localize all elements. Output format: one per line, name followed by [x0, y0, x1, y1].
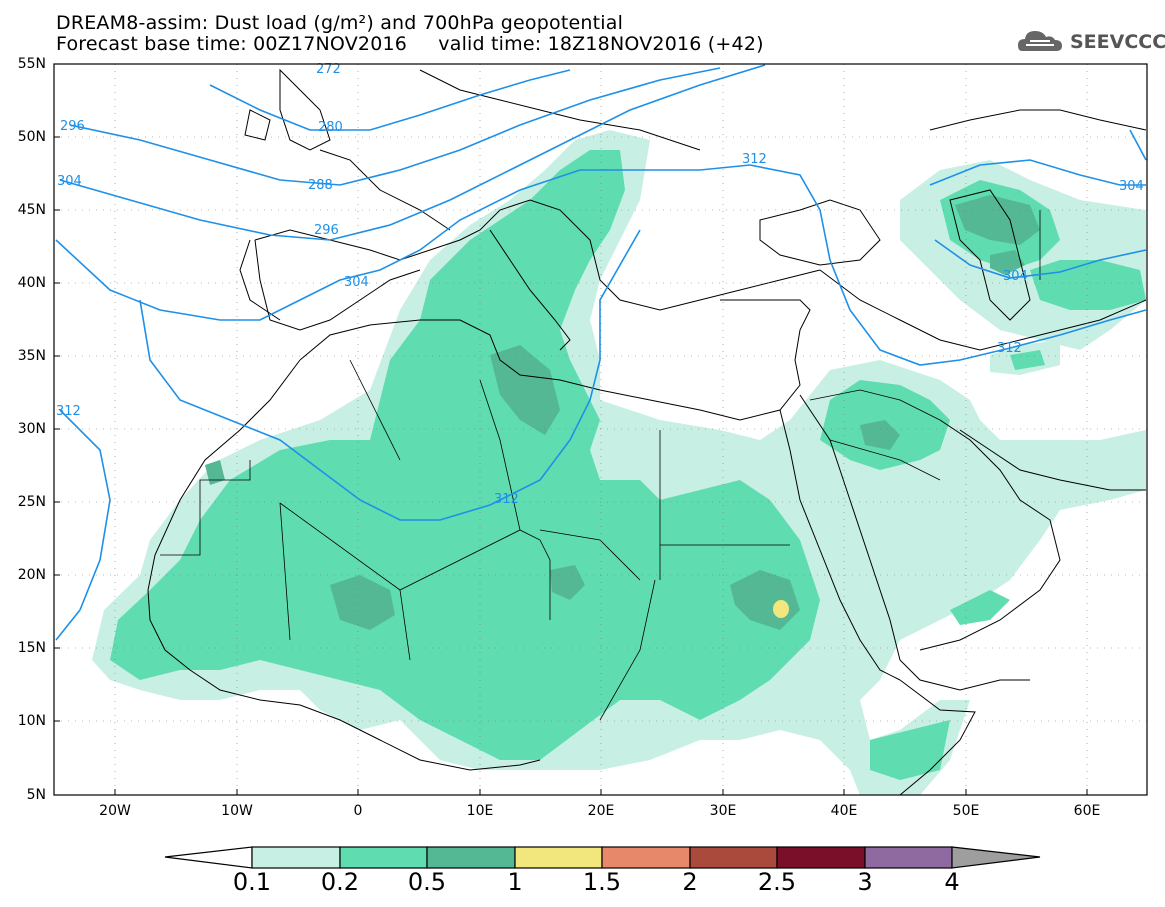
contour-label: 312	[56, 404, 81, 419]
lat-label: 45N	[17, 202, 46, 218]
colorbar-label: 3	[857, 868, 873, 896]
geopotential-contours	[55, 64, 1147, 641]
lat-label: 30N	[17, 421, 46, 437]
gridlines	[54, 64, 1147, 795]
lat-label: 15N	[17, 640, 46, 656]
colorbar-box-6	[689, 846, 778, 869]
lon-label: 10W	[221, 803, 253, 819]
logo-text: SEEVCCC	[1070, 31, 1165, 53]
colorbar-label: 1.5	[582, 868, 622, 896]
lat-label: 50N	[17, 129, 46, 145]
colorbar-box-1	[251, 846, 341, 869]
colorbar-label: 1	[507, 868, 523, 896]
colorbar-over-arrow	[951, 846, 1041, 869]
lon-label: 10E	[466, 803, 494, 819]
lon-label: 60E	[1073, 803, 1101, 819]
dust-level-3	[205, 195, 1040, 630]
colorbar-label: 4	[944, 868, 960, 896]
lon-label: 20E	[587, 803, 615, 819]
colorbar-label: 0.5	[407, 868, 447, 896]
colorbar-box-7	[776, 846, 866, 869]
lat-label: 5N	[26, 787, 46, 803]
contour-label: 272	[316, 62, 341, 77]
lat-label: 10N	[17, 713, 46, 729]
colorbar-box-4	[514, 846, 603, 869]
lon-label: 50E	[952, 803, 980, 819]
contour-label: 296	[60, 119, 85, 134]
contour-label: 312	[742, 152, 767, 167]
colorbar-under-arrow	[164, 846, 253, 869]
lon-label: 40E	[830, 803, 858, 819]
lat-label: 55N	[17, 56, 46, 72]
dust-level-4	[773, 600, 789, 618]
colorbar	[164, 846, 1041, 869]
contour-label: 312	[494, 492, 519, 507]
page-title-line-2: Forecast base time: 00Z17NOV2016 valid t…	[56, 33, 764, 55]
colorbar-label: 0.1	[232, 868, 272, 896]
colorbar-label: 2.5	[757, 868, 797, 896]
lat-label: 35N	[17, 348, 46, 364]
colorbar-label: 2	[682, 868, 698, 896]
cloud-icon	[1018, 31, 1062, 51]
tick-marks	[54, 63, 1088, 795]
colorbar-box-3	[426, 846, 516, 869]
contour-label: 304	[344, 275, 369, 290]
contour-label: 304	[1003, 269, 1028, 284]
colorbar-label: 0.2	[320, 868, 360, 896]
contour-label: 304	[1119, 179, 1144, 194]
contour-label: 280	[318, 120, 343, 135]
coastlines	[147, 68, 1147, 796]
colorbar-box-5	[601, 846, 691, 869]
contour-label: 288	[308, 178, 333, 193]
lat-label: 20N	[17, 567, 46, 583]
colorbar-box-2	[339, 846, 428, 869]
colorbar-box-8	[864, 846, 953, 869]
contour-label: 296	[314, 223, 339, 238]
country-borders	[160, 210, 1041, 721]
lat-label: 25N	[17, 494, 46, 510]
lon-label: 20W	[99, 803, 131, 819]
page-title-line-1: DREAM8-assim: Dust load (g/m²) and 700hP…	[56, 12, 624, 34]
contour-label: 304	[57, 174, 82, 189]
contour-label: 312	[997, 341, 1022, 356]
lat-label: 40N	[17, 275, 46, 291]
contour-labels: 272 280 288 296 304 312 296 304 312 304 …	[56, 62, 1144, 507]
lon-label: 30E	[709, 803, 737, 819]
lon-label: 0	[353, 803, 363, 819]
